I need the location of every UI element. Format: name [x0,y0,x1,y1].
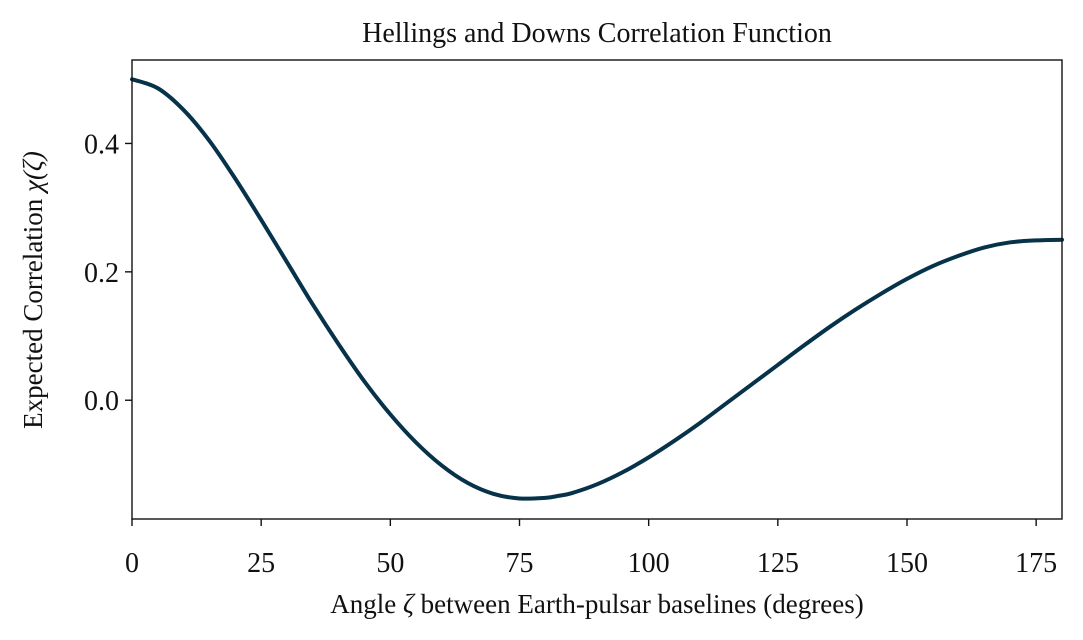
x-tick-label: 125 [757,548,799,579]
x-tick-label: 25 [247,548,275,579]
y-axis-title: Expected Correlation χ(ζ) [18,151,48,429]
y-axis-title-prefix: Expected Correlation [18,192,48,429]
x-axis-title: Angle ζ between Earth-pulsar baselines (… [330,589,863,619]
x-axis: 0 25 50 75 100 125 150 175 [125,519,1057,579]
x-axis-title-prefix: Angle [330,589,403,619]
y-tick-label: 0.0 [84,386,119,417]
series-line-0 [130,77,1064,501]
x-tick-label: 0 [125,548,139,579]
y-tick-label: 0.4 [84,129,119,160]
x-axis-title-suffix: between Earth-pulsar baselines (degrees) [414,589,864,619]
y-tick-label: 0.2 [84,258,119,289]
chart-title: Hellings and Downs Correlation Function [362,18,832,49]
y-axis-title-symbol: χ(ζ) [18,151,48,195]
x-tick-label: 75 [506,548,534,579]
x-tick-label: 50 [376,548,404,579]
x-tick-label: 150 [886,548,928,579]
x-tick-label: 175 [1015,548,1057,579]
x-axis-title-symbol: ζ [403,589,416,619]
axes-frame [131,59,1063,520]
plot-area [130,77,1064,501]
y-axis: 0.0 0.2 0.4 [84,129,132,417]
x-tick-label: 100 [628,548,670,579]
